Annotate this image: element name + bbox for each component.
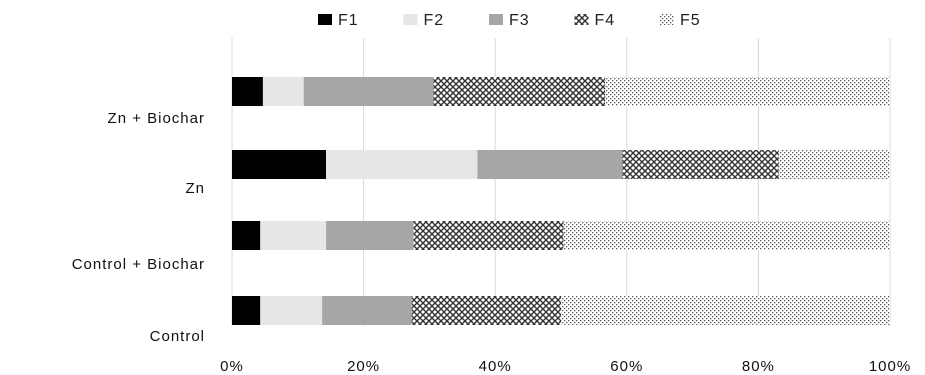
legend-swatch-f1 (318, 14, 332, 25)
bar-control-biochar-f2 (260, 221, 327, 250)
bar-control-biochar-f3 (326, 221, 414, 250)
category-label-zn-biochar: Zn + Biochar (108, 110, 205, 127)
bar-control-f2 (260, 296, 323, 325)
bar-control-biochar-f1 (232, 221, 261, 250)
bar-control-biochar-f5 (563, 221, 890, 250)
legend-swatch-f5 (660, 14, 674, 25)
category-label-control: Control (150, 328, 205, 345)
legend-label-f5: F5 (680, 12, 701, 29)
x-tick-label-40: 40% (479, 358, 512, 375)
category-labels: Zn + Biochar Zn Control + Biochar Control (72, 110, 205, 345)
bar-zn-biochar-f2 (262, 77, 304, 106)
bar-zn-biochar-f5 (605, 77, 890, 106)
bar-zn-f1 (232, 150, 327, 179)
bar-zn-f5 (778, 150, 890, 179)
legend-swatch-f3 (489, 14, 503, 25)
legend-label-f1: F1 (338, 12, 359, 29)
bar-zn-f2 (326, 150, 478, 179)
bar-control-f5 (561, 296, 890, 325)
bar-zn-f3 (477, 150, 623, 179)
bar-zn-biochar-f3 (303, 77, 434, 106)
legend-swatch-f4 (574, 14, 589, 25)
category-label-control-biochar: Control + Biochar (72, 256, 205, 273)
legend-label-f3: F3 (509, 12, 530, 29)
bar-zn-biochar-f1 (232, 77, 263, 106)
legend-swatch-f2 (403, 14, 418, 25)
legend: F1 F2 F3 F4 F5 (318, 12, 701, 29)
bar-control-f4 (411, 296, 561, 325)
legend-label-f2: F2 (424, 12, 445, 29)
bar-control-f3 (322, 296, 412, 325)
legend-label-f4: F4 (595, 12, 616, 29)
x-tick-label-80: 80% (742, 358, 775, 375)
bar-zn-biochar-f4 (433, 77, 606, 106)
x-tick-label-20: 20% (347, 358, 380, 375)
x-tick-label-0: 0% (220, 358, 244, 375)
category-label-zn: Zn (185, 180, 205, 197)
x-tick-label-60: 60% (610, 358, 643, 375)
x-tick-label-100: 100% (869, 358, 911, 375)
x-tick-labels: 0% 20% 40% 60% 80% 100% (220, 358, 911, 375)
bar-control-f1 (232, 296, 261, 325)
bars (232, 77, 890, 325)
bar-zn-f4 (622, 150, 779, 179)
bar-control-biochar-f4 (413, 221, 564, 250)
